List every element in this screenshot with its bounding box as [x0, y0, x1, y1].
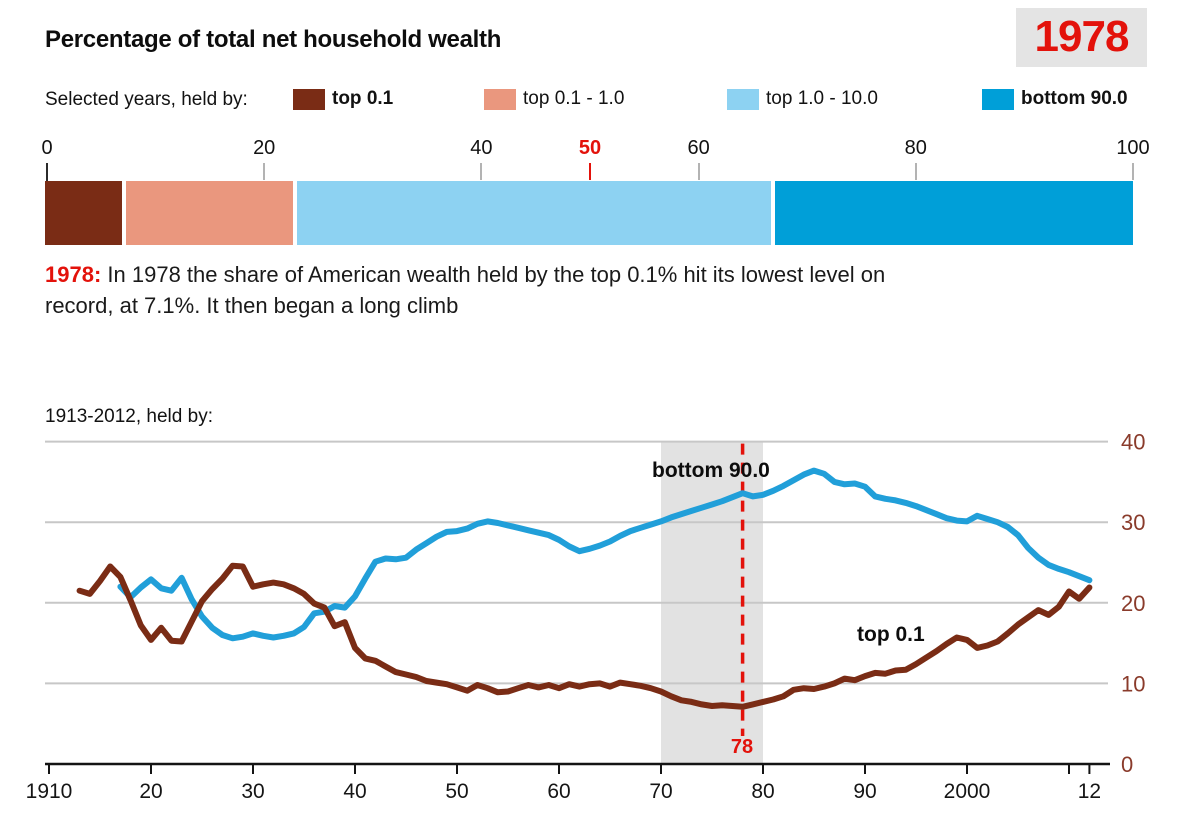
series-line-bottom-90-0	[117, 467, 1093, 642]
legend-prefix: Selected years, held by:	[45, 89, 248, 110]
caption: 1978: In 1978 the share of American weal…	[45, 259, 1145, 321]
x-axis-label-1950: 50	[445, 780, 468, 803]
y-axis-label-30: 30	[1121, 510, 1145, 535]
year-badge: 1978	[1016, 8, 1147, 67]
caption-text-1: In 1978 the share of American wealth hel…	[107, 262, 886, 287]
bar-axis-label-100: 100	[1116, 137, 1150, 159]
highlight-year-label: 78	[730, 736, 754, 758]
bar-axis-label-0: 0	[41, 137, 53, 159]
x-axis-label-1910: 1910	[26, 780, 73, 803]
legend-swatch-top-0-1-1-0	[484, 89, 516, 110]
bar-axis-label-40: 40	[470, 137, 493, 159]
legend-label-top-1-0-10-0: top 1.0 - 10.0	[766, 88, 878, 109]
x-axis-label-2012: 12	[1078, 780, 1101, 803]
bar-segment-top-0-1	[45, 181, 123, 245]
series-line-top-0-1	[76, 562, 1093, 710]
x-axis-label-1960: 60	[547, 780, 570, 803]
stacked-bar	[45, 181, 1133, 245]
legend-swatch-top-1-0-10-0	[727, 89, 759, 110]
bar-segment-bottom-90-0	[770, 181, 1133, 245]
legend-label-bottom-90-0: bottom 90.0	[1021, 88, 1128, 109]
bar-axis-tick-60	[697, 163, 700, 180]
bar-axis-tick-80	[914, 163, 917, 180]
series-label-bottom-90: bottom 90.0	[652, 459, 770, 482]
bar-segment-top-1-0-10-0	[293, 181, 771, 245]
caption-text-2: record, at 7.1%. It then began a long cl…	[45, 293, 459, 318]
legend-label-top-0-1-1-0: top 0.1 - 1.0	[523, 88, 625, 109]
bar-axis-label-20: 20	[253, 137, 276, 159]
chart-title: 1913-2012, held by:	[45, 406, 213, 427]
x-axis-label-1970: 70	[649, 780, 672, 803]
x-axis-label-1930: 30	[241, 780, 264, 803]
caption-line-1: 1978: In 1978 the share of American weal…	[45, 259, 1145, 290]
bar-axis-tick-20	[263, 163, 266, 180]
y-axis-label-40: 40	[1121, 430, 1145, 455]
y-axis-label-0: 0	[1121, 752, 1133, 777]
x-axis-label-1980: 80	[751, 780, 774, 803]
x-axis-label-1990: 90	[853, 780, 876, 803]
bar-axis-tick-50	[589, 163, 591, 180]
caption-lead: 1978:	[45, 262, 102, 287]
bar-segment-top-0-1-1-0	[122, 181, 294, 245]
bar-axis-label-80: 80	[904, 137, 927, 159]
y-axis-label-20: 20	[1121, 591, 1145, 616]
bar-axis-tick-40	[480, 163, 483, 180]
legend-swatch-bottom-90-0	[982, 89, 1014, 110]
bar-axis-tick-100	[1132, 163, 1134, 180]
bar-axis-label-60: 60	[687, 137, 710, 159]
series-label-top-0-1: top 0.1	[857, 623, 925, 646]
x-axis-label-1940: 40	[343, 780, 366, 803]
page-title: Percentage of total net household wealth	[45, 26, 502, 53]
y-axis-label-10: 10	[1121, 671, 1145, 696]
x-axis-label-1920: 20	[139, 780, 162, 803]
bar-axis-label-50: 50	[578, 137, 602, 159]
legend-swatch-top-0-1	[293, 89, 325, 110]
legend-label-top-0-1: top 0.1	[332, 88, 394, 109]
x-axis-label-2000: 2000	[944, 780, 991, 803]
